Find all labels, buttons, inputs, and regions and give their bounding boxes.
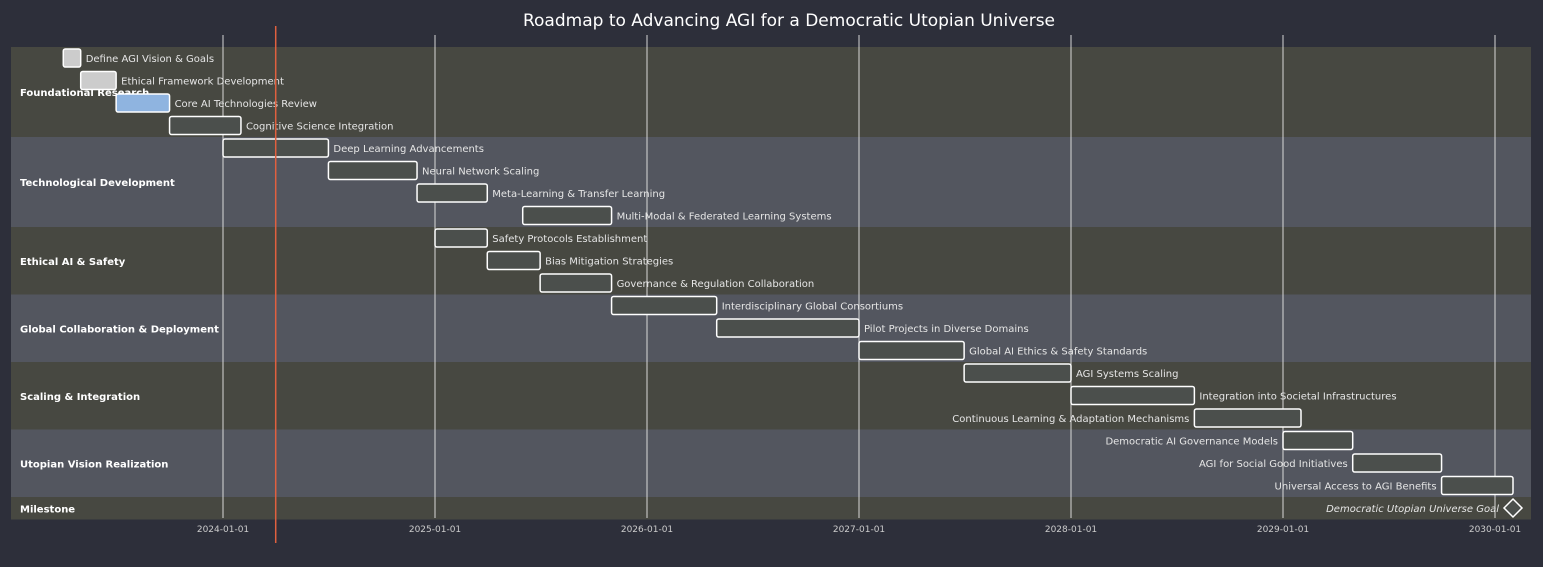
section-band <box>11 227 1531 295</box>
task-label: Deep Learning Advancements <box>333 144 484 155</box>
task-label: Safety Protocols Establishment <box>492 234 647 245</box>
x-tick-label: 2028-01-01 <box>1045 525 1097 535</box>
task-bar <box>715 318 860 338</box>
x-axis: 2024-01-01 2025-01-01 2026-01-01 2027-01-01… <box>197 525 1521 535</box>
chart-title: Roadmap to Advancing AGI for a Democrati… <box>523 11 1055 31</box>
task-label: Define AGI Vision & Goals <box>86 54 214 65</box>
task-bar <box>416 183 489 203</box>
section-label: Technological Development <box>20 178 175 189</box>
task-bar <box>434 228 489 248</box>
section-band <box>11 497 1531 520</box>
task-bar <box>115 93 171 113</box>
x-tick-label: 2027-01-01 <box>833 525 885 535</box>
task-label: Multi-Modal & Federated Learning Systems <box>617 212 832 223</box>
task-label: Cognitive Science Integration <box>246 122 394 133</box>
x-tick-label: 2026-01-01 <box>621 525 673 535</box>
task-label: Pilot Projects in Diverse Domains <box>864 324 1029 335</box>
section-label: Foundational Research <box>20 88 149 99</box>
section-band <box>11 429 1531 497</box>
task-label: Bias Mitigation Strategies <box>545 257 673 268</box>
section-label: Ethical AI & Safety <box>20 257 126 268</box>
task-label: Meta-Learning & Transfer Learning <box>492 189 665 200</box>
section-label: Scaling & Integration <box>20 392 140 403</box>
task-label: Neural Network Scaling <box>422 167 539 178</box>
task-label: Integration into Societal Infrastructure… <box>1199 392 1396 403</box>
task-label: Interdisciplinary Global Consortiums <box>722 302 903 313</box>
x-tick-label: 2029-01-01 <box>1257 525 1309 535</box>
section-labels: Foundational Research Technological Devel… <box>20 88 219 515</box>
task-label: Democratic AI Governance Models <box>1105 437 1278 448</box>
x-tick-label: 2025-01-01 <box>409 525 461 535</box>
task-bar <box>521 205 613 226</box>
task-label: Core AI Technologies Review <box>175 99 317 110</box>
task-bar <box>327 160 418 181</box>
task-bar <box>1440 475 1514 496</box>
x-tick-label: 2030-01-01 <box>1469 525 1521 535</box>
task-bar <box>1070 385 1196 406</box>
task-label: Continuous Learning & Adaptation Mechani… <box>952 414 1189 425</box>
task-bar <box>963 363 1072 383</box>
task-bar <box>62 48 82 68</box>
task-label: AGI Systems Scaling <box>1076 369 1178 380</box>
section-label: Milestone <box>20 504 75 515</box>
task-label: AGI for Social Good Initiatives <box>1199 459 1348 470</box>
task-label: Governance & Regulation Collaboration <box>617 279 815 290</box>
task-label: Universal Access to AGI Benefits <box>1275 482 1437 493</box>
section-bands <box>11 47 1531 520</box>
task-label: Global AI Ethics & Safety Standards <box>969 347 1147 358</box>
section-label: Global Collaboration & Deployment <box>20 324 219 335</box>
task-bar <box>1282 430 1354 451</box>
task-label: Ethical Framework Development <box>121 77 284 88</box>
task-bar <box>1351 453 1443 473</box>
section-band <box>11 47 1531 137</box>
grid-lines <box>222 35 1496 518</box>
milestone-label: Democratic Utopian Universe Goal <box>1326 504 1499 515</box>
task-bar <box>486 250 541 271</box>
milestone-marker <box>1502 497 1524 519</box>
task-bar <box>79 70 117 91</box>
task-bar <box>539 273 613 293</box>
section-label: Utopian Vision Realization <box>20 459 168 470</box>
task-bar <box>168 115 242 136</box>
task-bar <box>1193 408 1302 428</box>
task-bar <box>858 340 965 361</box>
task-bars: Define AGI Vision & Goals Ethical Framewo… <box>62 48 1524 519</box>
task-bar <box>610 295 718 316</box>
x-tick-label: 2024-01-01 <box>197 525 249 535</box>
